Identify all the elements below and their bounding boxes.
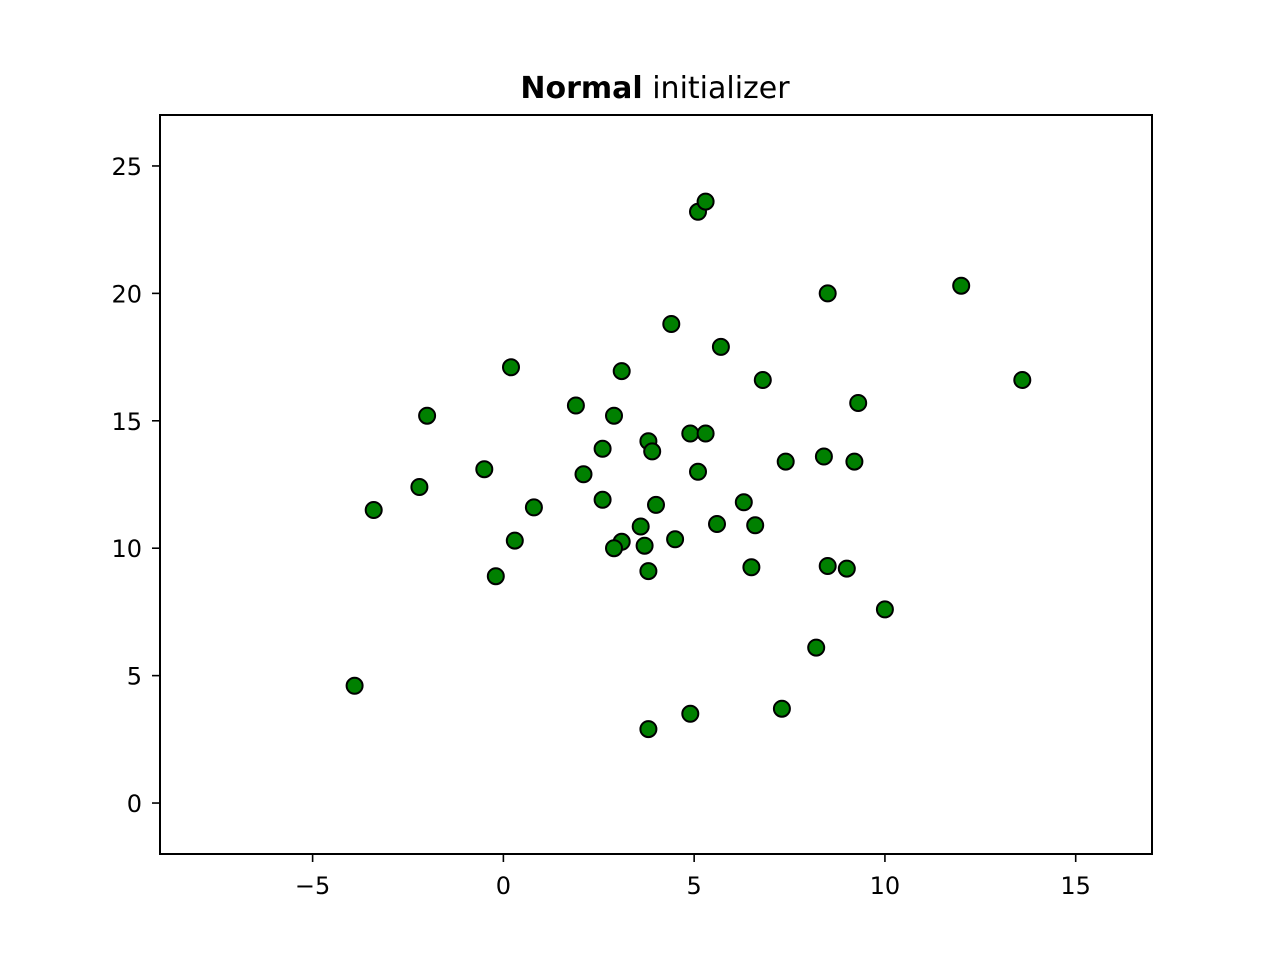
scatter-point [818, 557, 837, 575]
scatter-point [753, 371, 772, 389]
y-tick-label: 5 [127, 663, 142, 691]
y-axis: 0 5 10 15 20 25 [111, 153, 160, 818]
x-tick-label: 5 [687, 872, 702, 900]
scatter-point [639, 720, 658, 739]
scatter-point [475, 460, 494, 479]
x-tick-label: −5 [295, 872, 330, 900]
scatter-point [875, 600, 894, 619]
scatter-point [635, 536, 654, 555]
chart-title-regular: initializer [643, 71, 791, 106]
scatter-point [711, 337, 730, 356]
x-axis: −5 0 5 10 15 [295, 854, 1091, 900]
points-layer [345, 192, 1032, 739]
scatter-point [410, 478, 429, 496]
scatter-point [345, 676, 364, 695]
y-tick-label: 10 [111, 535, 142, 563]
scatter-point [639, 562, 658, 581]
y-tick-label: 25 [111, 153, 142, 181]
scatter-point [814, 447, 833, 466]
scatter-point [566, 396, 585, 415]
scatter-point [364, 501, 383, 519]
scatter-point [505, 531, 524, 550]
scatter-point [776, 452, 795, 471]
scatter-point [681, 704, 700, 723]
scatter-point [807, 638, 826, 657]
scatter-point [845, 452, 864, 471]
scatter-point [746, 516, 765, 535]
scatter-point [612, 362, 631, 381]
scatter-point [502, 358, 520, 377]
y-tick-label: 0 [127, 790, 142, 818]
scatter-point [772, 699, 791, 718]
scatter-point [605, 406, 623, 425]
scatter-point [1013, 371, 1032, 389]
scatter-point [696, 424, 715, 443]
scatter-point [605, 539, 623, 558]
scatter-point [593, 439, 612, 458]
scatter-point [849, 394, 868, 412]
chart-title: Normal initializer [520, 71, 790, 106]
scatter-point [524, 498, 543, 517]
scatter-point [696, 192, 715, 211]
scatter-point [418, 406, 437, 425]
x-tick-label: 10 [870, 872, 901, 900]
scatter-point [689, 462, 707, 481]
x-tick-label: 0 [496, 872, 511, 900]
scatter-point [574, 465, 593, 484]
y-tick-label: 20 [111, 280, 142, 308]
scatter-point [486, 567, 505, 586]
y-tick-label: 15 [111, 408, 142, 436]
scatter-point [631, 517, 650, 536]
scatter-point [662, 315, 681, 333]
scatter-point [952, 276, 971, 295]
scatter-point [647, 495, 665, 514]
scatter-point [742, 558, 761, 577]
scatter-point [666, 530, 685, 549]
scatter-point [818, 284, 837, 303]
scatter-point [681, 424, 700, 443]
scatter-point [734, 493, 753, 512]
plot-area-frame [159, 114, 1153, 855]
chart-title-bold: Normal [520, 71, 642, 106]
scatter-point [643, 442, 662, 461]
scatter-point [837, 559, 856, 578]
scatter-point [708, 515, 726, 533]
scatter-point [593, 490, 612, 509]
x-tick-label: 15 [1060, 872, 1091, 900]
